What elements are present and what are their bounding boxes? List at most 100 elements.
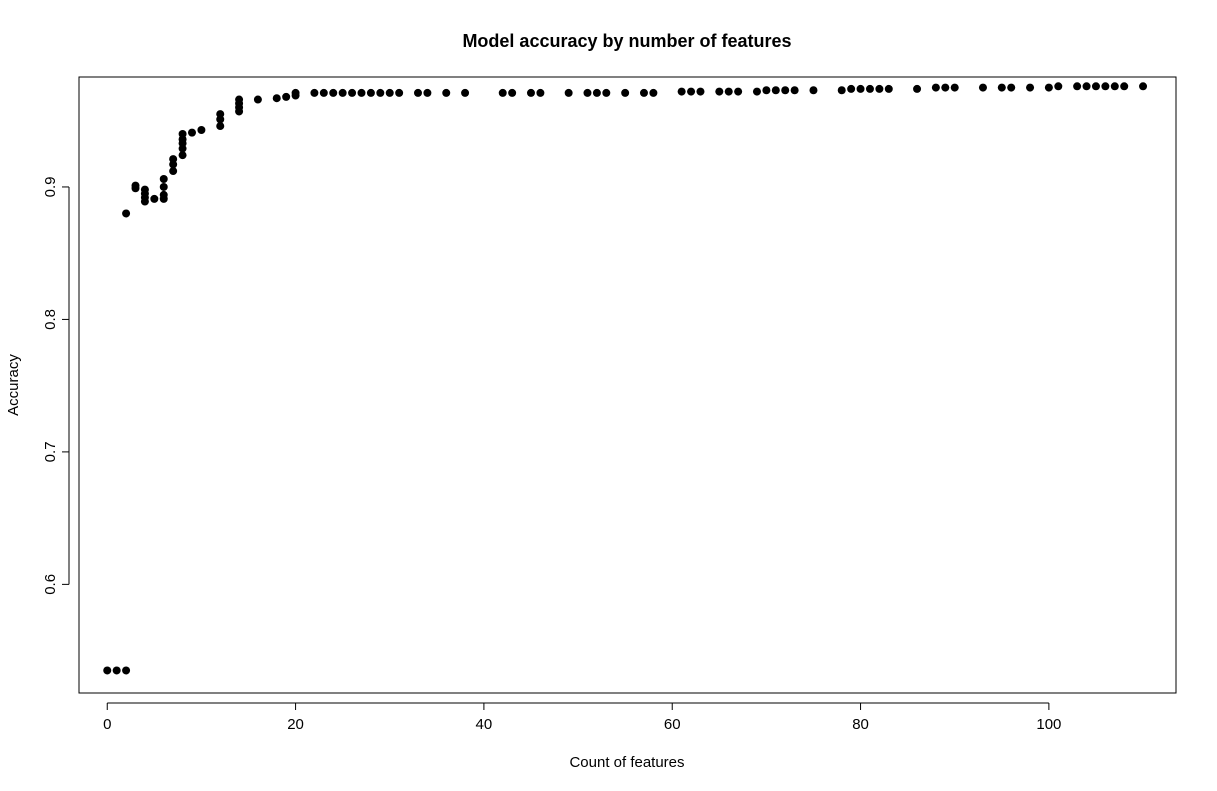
data-point — [997, 83, 1006, 92]
data-point — [122, 209, 131, 218]
x-tick-label: 0 — [103, 716, 111, 733]
data-point — [385, 88, 394, 97]
data-point — [1082, 82, 1091, 91]
chart-title: Model accuracy by number of features — [462, 31, 791, 51]
data-point — [913, 84, 922, 93]
data-point — [847, 84, 856, 93]
y-tick-label: 0.9 — [42, 177, 59, 198]
data-point — [508, 88, 517, 97]
data-point — [809, 86, 818, 95]
x-tick-label: 100 — [1036, 716, 1061, 733]
data-point — [159, 175, 168, 183]
data-point — [319, 88, 328, 97]
data-point — [978, 83, 987, 92]
data-point — [536, 88, 545, 97]
data-point — [781, 86, 790, 95]
y-tick-label: 0.8 — [42, 309, 59, 330]
data-point — [1101, 82, 1110, 91]
data-point — [216, 110, 225, 119]
data-point — [837, 86, 846, 95]
data-point — [329, 88, 338, 97]
data-point — [272, 94, 281, 103]
data-point — [169, 167, 178, 176]
data-point — [310, 88, 319, 97]
data-point — [1110, 82, 1119, 91]
data-point — [762, 86, 771, 95]
data-point — [621, 88, 630, 97]
data-point — [724, 87, 733, 96]
data-point — [169, 155, 178, 164]
data-point — [376, 88, 385, 97]
data-point — [687, 87, 696, 96]
x-tick-label: 40 — [476, 716, 493, 733]
data-point — [771, 86, 780, 95]
data-point — [649, 88, 658, 97]
data-point — [884, 84, 893, 93]
data-point — [122, 666, 131, 675]
data-point — [178, 151, 187, 160]
data-point — [677, 87, 686, 96]
data-point — [131, 181, 140, 190]
data-point — [291, 88, 300, 97]
data-point — [564, 88, 573, 97]
data-point — [338, 88, 347, 97]
data-point — [1073, 82, 1082, 91]
data-point — [790, 86, 799, 95]
data-point — [357, 88, 366, 97]
data-point — [1054, 82, 1063, 91]
data-point — [423, 88, 432, 97]
data-point — [602, 88, 611, 97]
data-point — [140, 185, 149, 194]
data-point — [112, 666, 121, 675]
data-point — [856, 84, 865, 93]
data-point — [282, 92, 291, 101]
data-point — [950, 83, 959, 92]
data-point — [592, 88, 601, 97]
data-point — [413, 88, 422, 97]
data-point — [639, 88, 648, 97]
data-point — [1120, 82, 1129, 91]
data-point — [178, 129, 187, 138]
x-axis: 0 20 40 60 80 100 — [103, 702, 1061, 733]
data-point — [941, 83, 950, 92]
data-point — [498, 88, 507, 97]
x-axis-label: Count of features — [569, 754, 684, 771]
data-point — [875, 84, 884, 93]
data-point — [150, 194, 159, 203]
data-point — [348, 88, 357, 97]
data-point — [1044, 83, 1053, 92]
data-point — [931, 83, 940, 92]
data-point — [1007, 83, 1016, 92]
x-tick-label: 80 — [852, 716, 869, 733]
data-point — [366, 88, 375, 97]
data-point — [216, 122, 225, 131]
data-point — [1091, 82, 1100, 91]
data-point — [159, 182, 168, 191]
y-tick-label: 0.7 — [42, 441, 59, 462]
data-point — [865, 84, 874, 93]
data-point — [1139, 82, 1148, 91]
data-point — [103, 666, 112, 675]
data-point — [188, 128, 196, 137]
data-point — [235, 95, 244, 104]
data-point — [734, 87, 743, 96]
data-point — [526, 88, 535, 97]
data-point — [197, 125, 206, 134]
data-point — [461, 88, 470, 97]
data-point — [583, 88, 592, 97]
data-point — [715, 87, 724, 96]
y-axis: 0.6 0.7 0.8 0.9 — [42, 177, 70, 595]
data-point — [752, 87, 761, 96]
plot-frame — [78, 76, 1177, 694]
data-point — [253, 95, 262, 104]
x-tick-label: 60 — [664, 716, 681, 733]
data-point — [696, 87, 705, 96]
x-tick-label: 20 — [287, 716, 304, 733]
data-point — [1026, 83, 1035, 92]
data-point — [395, 88, 404, 97]
data-point — [442, 88, 451, 97]
y-tick-label: 0.6 — [42, 574, 59, 595]
data-points — [103, 82, 1148, 675]
data-point — [159, 190, 168, 199]
